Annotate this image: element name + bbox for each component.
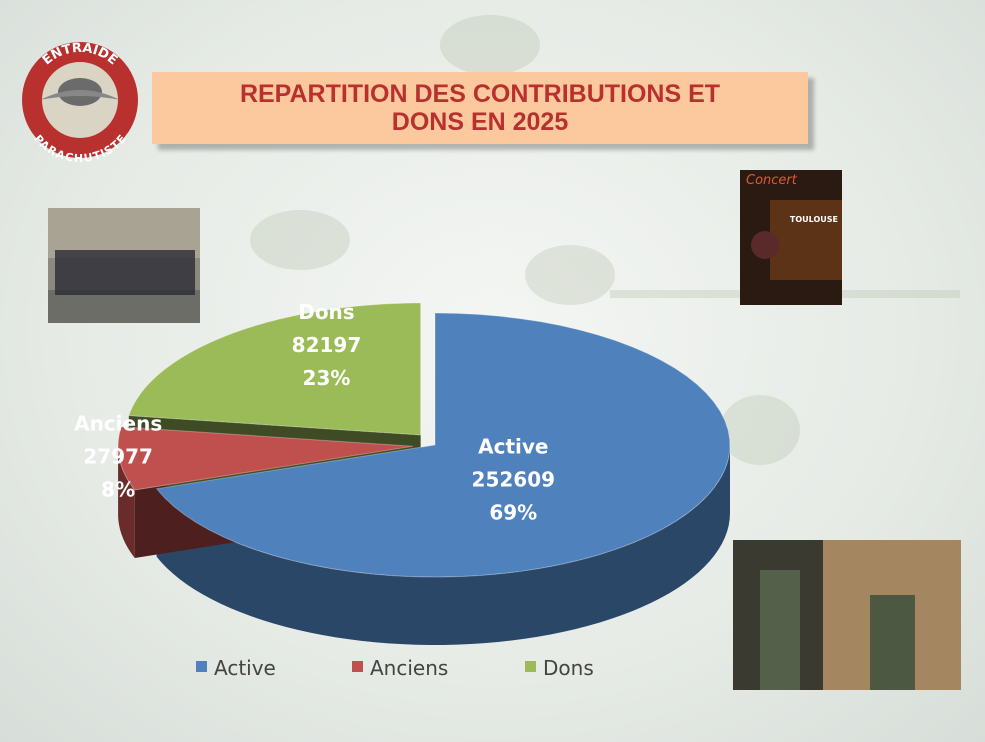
poster-place: TOULOUSE bbox=[790, 215, 838, 224]
legend-swatch bbox=[196, 661, 207, 672]
legend-swatch bbox=[525, 661, 536, 672]
photo bbox=[48, 208, 200, 323]
legend-label: Active bbox=[214, 656, 276, 680]
chart-title: REPARTITION DES CONTRIBUTIONS ET DONS EN… bbox=[152, 72, 808, 144]
pie-slice bbox=[128, 302, 422, 436]
data-label: 23% bbox=[303, 366, 351, 390]
logo: ENTRAIDE PARACHUTISTE bbox=[22, 41, 138, 165]
pie: Active 252609 69% Anciens 27977 8% Dons 82197 23… bbox=[74, 300, 731, 645]
slice-side bbox=[118, 446, 135, 558]
data-label: 252609 bbox=[472, 467, 556, 491]
data-label: Dons bbox=[298, 300, 354, 324]
legend-swatch bbox=[352, 661, 363, 672]
legend-label: Dons bbox=[543, 656, 594, 680]
pie-slice bbox=[117, 426, 414, 491]
photo bbox=[733, 540, 961, 690]
data-label: 69% bbox=[489, 500, 537, 524]
slice-side bbox=[156, 445, 730, 645]
data-label: Anciens bbox=[74, 411, 162, 435]
poster: Concert TOULOUSE bbox=[740, 170, 842, 305]
data-label: 27977 bbox=[83, 444, 153, 468]
data-label: Active bbox=[478, 434, 548, 458]
legend: Active Anciens Dons bbox=[196, 656, 594, 680]
legend-label: Anciens bbox=[370, 656, 448, 680]
data-label: 82197 bbox=[292, 333, 362, 357]
data-label: 8% bbox=[101, 477, 135, 501]
pie-slice bbox=[155, 312, 731, 578]
poster-title: Concert bbox=[746, 173, 798, 188]
background-decor bbox=[250, 15, 960, 465]
